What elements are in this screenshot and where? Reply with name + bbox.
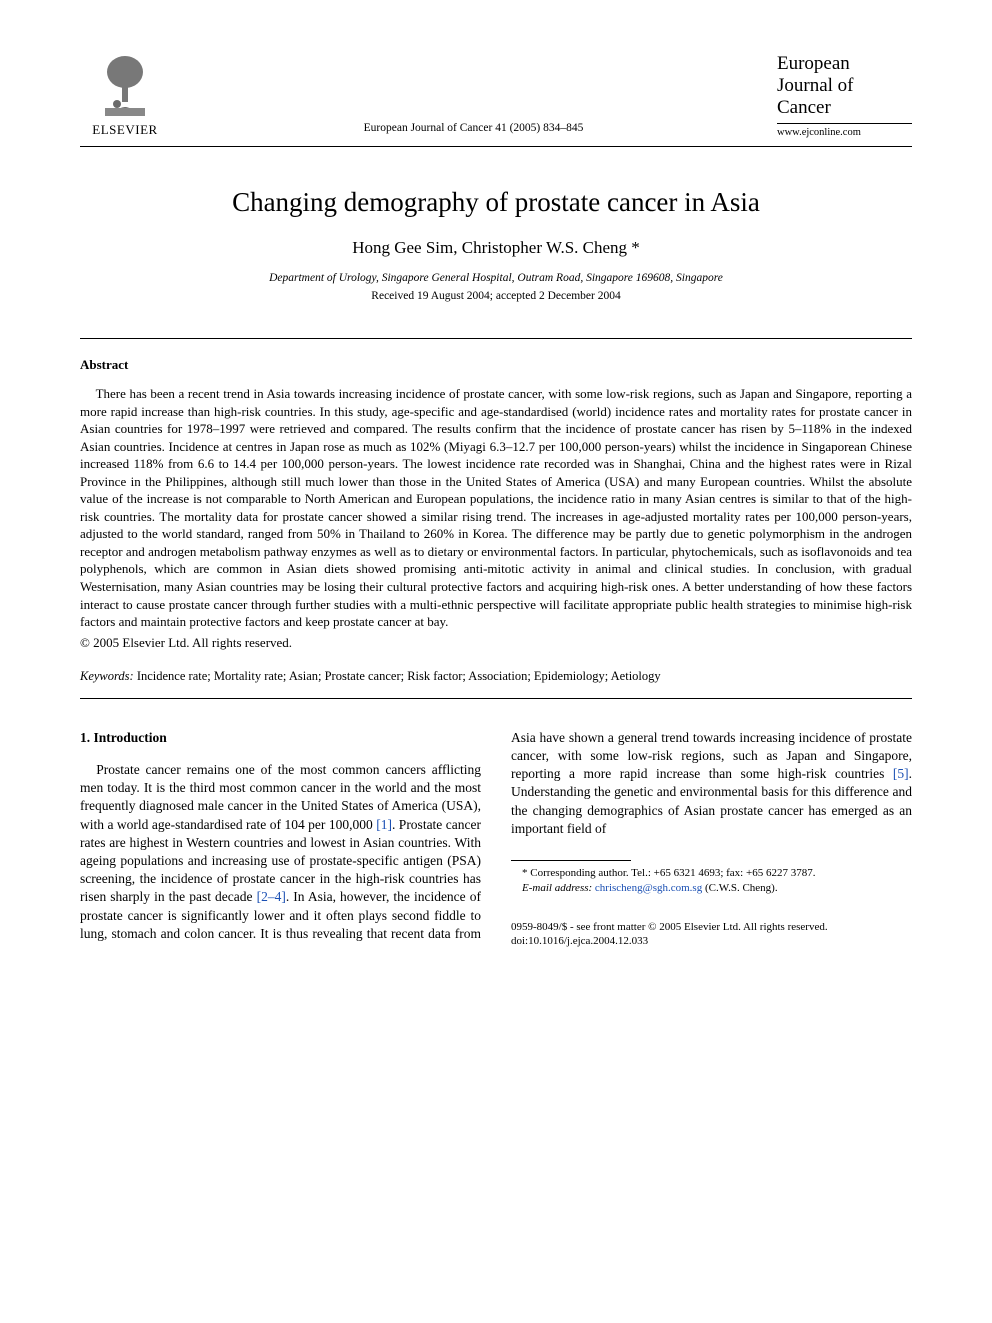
publisher-name: ELSEVIER [92, 122, 157, 138]
footnote-block: * Corresponding author. Tel.: +65 6321 4… [511, 860, 912, 948]
body-columns: 1. Introduction Prostate cancer remains … [80, 729, 912, 949]
journal-url: www.ejconline.com [777, 127, 912, 138]
ref-link-1[interactable]: [1] [376, 817, 392, 832]
email-line: E-mail address: chrischeng@sgh.com.sg (C… [511, 881, 912, 896]
author-list: Hong Gee Sim, Christopher W.S. Cheng * [80, 238, 912, 258]
header-rule [80, 146, 912, 147]
keywords-label: Keywords: [80, 669, 134, 683]
publisher-block: ELSEVIER [80, 50, 170, 138]
elsevier-logo-icon [95, 50, 155, 120]
journal-rule [777, 123, 912, 124]
section-1-heading: 1. Introduction [80, 729, 481, 747]
front-matter-line: 0959-8049/$ - see front matter © 2005 El… [511, 920, 912, 934]
footer-block: 0959-8049/$ - see front matter © 2005 El… [511, 920, 912, 949]
keywords-line: Keywords: Incidence rate; Mortality rate… [80, 669, 912, 684]
author-email-link[interactable]: chrischeng@sgh.com.sg [595, 882, 702, 894]
email-label: E-mail address: [522, 882, 592, 894]
affiliation: Department of Urology, Singapore General… [80, 272, 912, 284]
abstract-copyright: © 2005 Elsevier Ltd. All rights reserved… [80, 635, 912, 651]
ref-link-2-4[interactable]: [2–4] [257, 889, 286, 904]
doi-line: doi:10.1016/j.ejca.2004.12.033 [511, 934, 912, 948]
article-dates: Received 19 August 2004; accepted 2 Dece… [80, 290, 912, 302]
journal-name: European Journal of Cancer [777, 53, 912, 119]
page-header: ELSEVIER European Journal of Cancer 41 (… [80, 50, 912, 138]
ref-link-5[interactable]: [5] [893, 766, 909, 781]
journal-block: European Journal of Cancer www.ejconline… [777, 53, 912, 138]
citation-line: European Journal of Cancer 41 (2005) 834… [170, 122, 777, 138]
keywords-list: Incidence rate; Mortality rate; Asian; P… [137, 669, 661, 683]
abstract-body: There has been a recent trend in Asia to… [80, 385, 912, 631]
abstract-top-rule [80, 338, 912, 339]
footnote-rule [511, 860, 631, 861]
abstract-bottom-rule [80, 698, 912, 699]
abstract-heading: Abstract [80, 357, 912, 373]
corresponding-author-note: * Corresponding author. Tel.: +65 6321 4… [511, 866, 912, 881]
article-title: Changing demography of prostate cancer i… [80, 187, 912, 218]
